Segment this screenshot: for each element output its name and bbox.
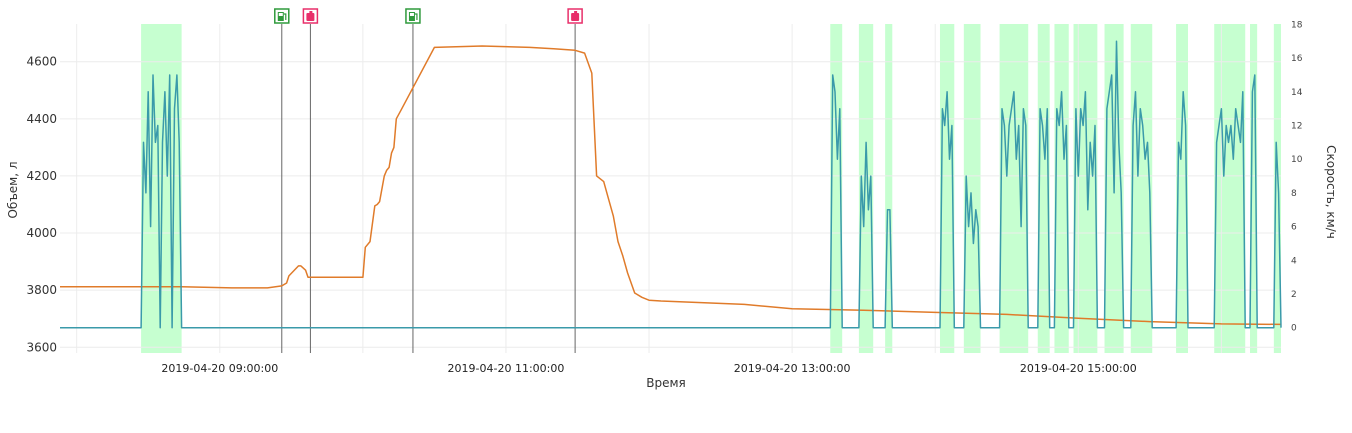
axis-ticks: 3600 3800 4000 4200 4400 4600 0 2 4 6 8 10 12 14 16 18 2… [26,20,1302,375]
y-axis-right-title: Скорость, км/ч [1324,145,1338,239]
y-right-tick-label: 10 [1291,155,1303,165]
fuel-canister-icon [302,8,319,24]
pump-body [277,12,284,21]
speed-line [60,40,1282,329]
y-right-tick-label: 18 [1291,20,1303,30]
canister-body [306,13,315,21]
pump-hose [283,13,287,20]
y-right-tick-label: 16 [1291,54,1303,64]
movement-band [999,24,1029,353]
grid-lines [60,24,1281,353]
y-left-tick-label: 3600 [26,340,57,354]
y-left-tick-label: 4400 [26,112,57,126]
movement-band [1249,24,1258,353]
movement-band [1073,24,1098,353]
y-right-tick-label: 6 [1291,223,1297,233]
movement-bands [141,24,1281,353]
y-right-tick-label: 12 [1291,122,1302,132]
movement-band [1054,24,1069,353]
x-tick-label: 2019-04-20 15:00:00 [1020,362,1137,375]
x-tick-label: 2019-04-20 09:00:00 [161,362,278,375]
x-axis-title: Время [646,376,686,390]
event-lines [281,24,576,353]
canister-cap [309,11,313,13]
pump-body [408,12,415,21]
volume-line [60,45,1282,326]
series-group [60,40,1282,329]
movement-band [939,24,955,353]
fuel-canister-icon [567,8,583,24]
y-right-tick-label: 8 [1291,189,1297,199]
y-right-tick-label: 14 [1291,88,1303,98]
pump-window [409,13,414,16]
y-left-tick-label: 3800 [26,283,57,297]
pump-window [278,13,283,16]
x-tick-label: 2019-04-20 13:00:00 [734,362,851,375]
canister-cap [574,11,578,13]
fuel-pump-icon [274,8,290,24]
y-left-tick-label: 4000 [26,226,57,240]
y-left-tick-label: 4200 [26,169,57,183]
y-left-tick-label: 4600 [26,55,57,69]
movement-band [1273,24,1281,353]
canister-body [571,13,580,21]
movement-band [858,24,874,353]
fuel-pump-icon [405,8,421,24]
movement-band [885,24,893,353]
y-right-tick-label: 2 [1291,290,1297,300]
x-tick-label: 2019-04-20 11:00:00 [448,362,565,375]
y-right-tick-label: 0 [1291,324,1297,334]
movement-band [830,24,843,353]
movement-band [1176,24,1188,353]
movement-band [1214,24,1246,353]
y-right-tick-label: 4 [1291,256,1297,266]
pump-hose [414,13,418,20]
movement-band [1037,24,1050,353]
y-axis-left-title: Объем, л [6,161,20,218]
movement-band [963,24,981,353]
event-icons [274,8,583,24]
